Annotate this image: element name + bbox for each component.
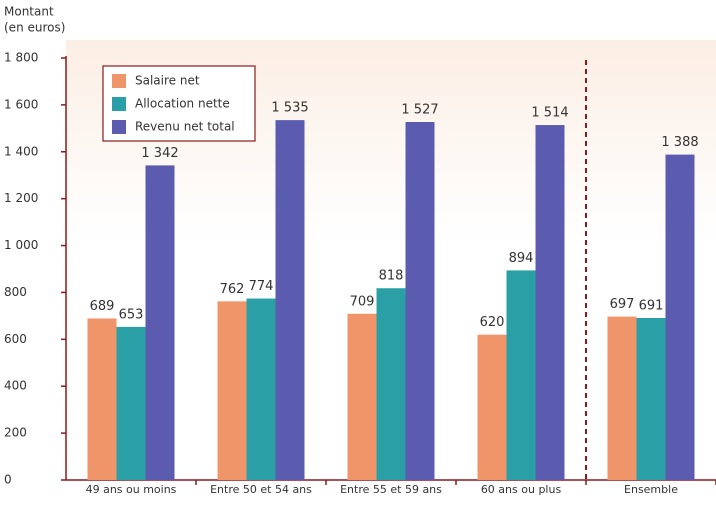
y-tick-label: 1 800 <box>4 51 38 65</box>
y-axis-title: (en euros) <box>4 21 65 35</box>
bar <box>217 301 247 480</box>
legend-swatch <box>112 120 126 134</box>
legend-swatch <box>112 97 126 111</box>
y-tick-label: 400 <box>4 379 27 393</box>
x-tick-label: Entre 50 et 54 ans <box>210 483 312 496</box>
y-tick-label: 1 200 <box>4 191 38 205</box>
bar <box>477 334 507 480</box>
bar <box>607 316 637 480</box>
bar <box>116 326 146 480</box>
x-tick-label: 60 ans ou plus <box>481 483 562 496</box>
value-label: 1 514 <box>531 106 568 121</box>
y-tick-label: 600 <box>4 332 27 346</box>
value-label: 1 527 <box>401 103 438 118</box>
value-label: 709 <box>350 294 375 309</box>
y-axis-title: Montant <box>4 5 54 19</box>
bar <box>636 317 666 480</box>
value-label: 689 <box>90 299 115 314</box>
legend-swatch <box>112 74 126 88</box>
legend-label: Revenu net total <box>135 120 235 134</box>
x-tick-label: Ensemble <box>624 483 678 496</box>
y-tick-label: 1 000 <box>4 238 38 252</box>
value-label: 762 <box>220 282 245 297</box>
bar <box>275 120 305 480</box>
legend-box <box>102 65 256 142</box>
y-tick-label: 0 <box>4 473 12 487</box>
bar <box>87 318 117 480</box>
value-label: 653 <box>119 307 144 322</box>
bar <box>665 154 695 480</box>
value-label: 620 <box>480 315 505 330</box>
bar <box>535 125 565 480</box>
value-label: 818 <box>379 269 404 284</box>
value-label: 1 535 <box>271 101 308 116</box>
bar <box>347 313 377 480</box>
y-tick-label: 200 <box>4 426 27 440</box>
bar <box>506 270 536 480</box>
value-label: 774 <box>249 279 274 294</box>
legend-label: Salaire net <box>135 74 200 88</box>
y-tick-label: 1 600 <box>4 97 38 111</box>
value-label: 1 342 <box>141 146 178 161</box>
bar <box>246 298 276 480</box>
value-label: 894 <box>509 251 534 266</box>
value-label: 697 <box>610 297 635 312</box>
y-tick-label: 1 400 <box>4 144 38 158</box>
value-label: 691 <box>639 298 664 313</box>
bar <box>376 288 406 480</box>
x-tick-label: Entre 55 et 59 ans <box>340 483 442 496</box>
value-label: 1 388 <box>661 135 698 150</box>
bar <box>145 165 175 480</box>
x-tick-label: 49 ans ou moins <box>86 483 177 496</box>
legend-label: Allocation nette <box>135 97 230 111</box>
y-tick-label: 800 <box>4 285 27 299</box>
bar <box>405 122 435 481</box>
